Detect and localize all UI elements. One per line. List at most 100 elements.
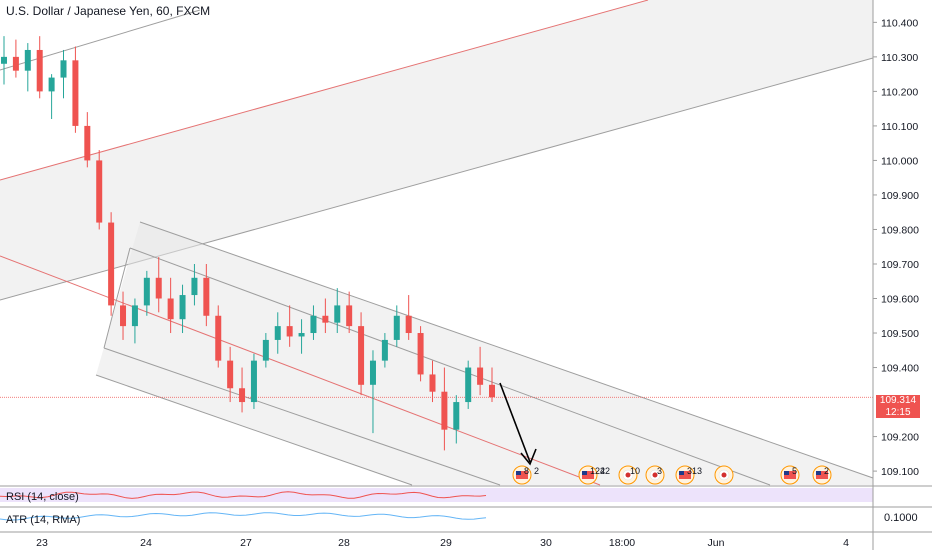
candle-body <box>405 315 412 334</box>
descending-channel-bottom-line <box>95 374 413 486</box>
forecast-arrow-shaft <box>499 382 531 463</box>
us-flag-canton <box>784 471 789 475</box>
candle-body <box>12 56 19 71</box>
candle-body <box>203 277 210 316</box>
time-tick-label: Jun <box>708 537 725 549</box>
time-tick-label: 30 <box>540 537 552 549</box>
forecast-arrow-head <box>520 448 537 466</box>
event-marker[interactable]: 313 <box>675 465 702 485</box>
rsi-legend[interactable]: RSI (14, close) <box>6 491 79 503</box>
atr-label: ATR (14, RMA) <box>6 514 81 526</box>
candle-body <box>298 333 305 337</box>
price-tick-label: 110.100 <box>881 121 918 133</box>
us-flag-canton <box>679 471 684 475</box>
candle-body <box>250 360 257 403</box>
candle-body <box>108 222 115 306</box>
candle-body <box>369 360 376 385</box>
upper-channel-mid-line <box>0 0 649 181</box>
rsi-line <box>0 491 487 499</box>
candle-body <box>465 367 472 403</box>
candle-body <box>84 125 91 161</box>
price-tick-label: 109.100 <box>881 466 919 478</box>
candle-body <box>322 315 329 323</box>
us-flag-canton <box>516 471 521 475</box>
candle-body <box>262 339 269 361</box>
rsi-label: RSI (14, close) <box>6 491 79 503</box>
candle-body <box>60 60 67 78</box>
event-count-extra: 22 <box>600 466 610 476</box>
upper-channel-top-line <box>0 9 201 71</box>
candle-body <box>477 367 484 385</box>
event-count: 8 <box>524 466 529 476</box>
candle-body <box>72 60 79 126</box>
channel-anchor-line <box>103 247 131 349</box>
event-marker[interactable]: 5 <box>780 465 800 485</box>
event-count-extra: 2 <box>534 466 539 476</box>
descending-channel-mid-line <box>0 255 601 486</box>
event-count: 124 <box>590 466 605 476</box>
candle-body <box>441 391 448 430</box>
price-tick-label: 109.900 <box>881 190 919 202</box>
current-price-label: 109.314 <box>876 395 920 407</box>
event-marker[interactable]: 2 <box>812 465 832 485</box>
countdown-label: 12:15 <box>876 407 920 418</box>
event-count: 3 <box>657 466 662 476</box>
price-tick-label: 110.300 <box>881 52 918 64</box>
chart-title: U.S. Dollar / Japanese Yen, 60, FXCM <box>6 4 211 18</box>
candle-body <box>48 77 55 92</box>
candle-body <box>143 277 150 306</box>
jp-flag-dot <box>625 472 631 478</box>
candle-body <box>358 326 365 385</box>
event-count: 5 <box>792 466 797 476</box>
candle-body <box>274 326 281 340</box>
candle-body <box>334 305 341 323</box>
time-tick-label: 27 <box>240 537 252 549</box>
candle-body <box>381 339 388 361</box>
candle-body <box>489 384 495 398</box>
atr-legend[interactable]: ATR (14, RMA) <box>6 514 80 526</box>
us-flag-icon <box>582 471 594 479</box>
price-tick-label: 110.200 <box>881 86 918 98</box>
event-count: 2 <box>824 466 829 476</box>
candle-body <box>215 315 222 361</box>
descending-channel-fill <box>96 222 873 485</box>
candle-body <box>179 295 186 320</box>
us-flag-icon <box>784 471 796 479</box>
candle-body <box>417 333 424 375</box>
candle-body <box>286 326 293 337</box>
candle-body <box>167 298 174 320</box>
us-flag-icon <box>679 471 691 479</box>
candle-body <box>346 305 353 327</box>
us-flag-icon <box>816 471 828 479</box>
event-marker[interactable] <box>714 465 734 485</box>
price-tick-label: 110.000 <box>881 155 918 167</box>
channel-inner-bottom-line <box>103 347 501 486</box>
time-tick-label: 23 <box>36 537 48 549</box>
price-tick-label: 109.400 <box>881 363 919 375</box>
price-tick-label: 109.700 <box>881 259 919 271</box>
time-tick-label: 4 <box>843 537 849 549</box>
event-marker[interactable]: 3 <box>645 465 665 485</box>
candle-body <box>393 315 400 340</box>
us-flag-canton <box>582 471 587 475</box>
price-tick-label: 109.800 <box>881 224 919 236</box>
jp-flag-dot <box>721 472 727 478</box>
candle-body <box>227 360 234 389</box>
candle-body <box>429 374 436 392</box>
event-count: 313 <box>687 466 702 476</box>
candle-body <box>453 402 460 430</box>
candle-body <box>239 388 246 403</box>
event-marker[interactable]: 10 <box>618 465 640 485</box>
price-tick-label: 109.500 <box>881 328 919 340</box>
candle-body <box>120 305 127 327</box>
channel-inner-top-line <box>129 247 771 486</box>
us-flag-icon <box>516 471 528 479</box>
jp-flag-dot <box>652 472 658 478</box>
descending-channel-top-line <box>139 221 874 479</box>
rsi-band <box>0 488 873 502</box>
candle-body <box>24 49 31 71</box>
